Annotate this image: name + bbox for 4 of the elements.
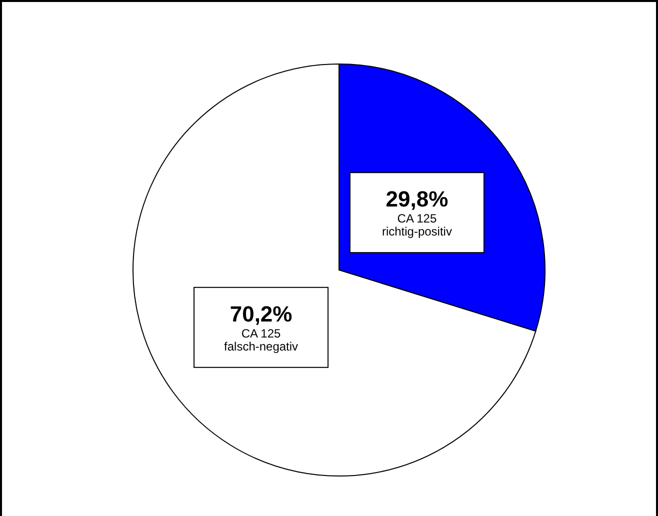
slice-label: CA 125 richtig-positiv <box>382 212 452 239</box>
data-label: 29,8% <box>386 186 448 212</box>
data-label: 70,2% <box>230 301 292 326</box>
slice-label: CA 125 falsch-negativ <box>224 326 298 354</box>
